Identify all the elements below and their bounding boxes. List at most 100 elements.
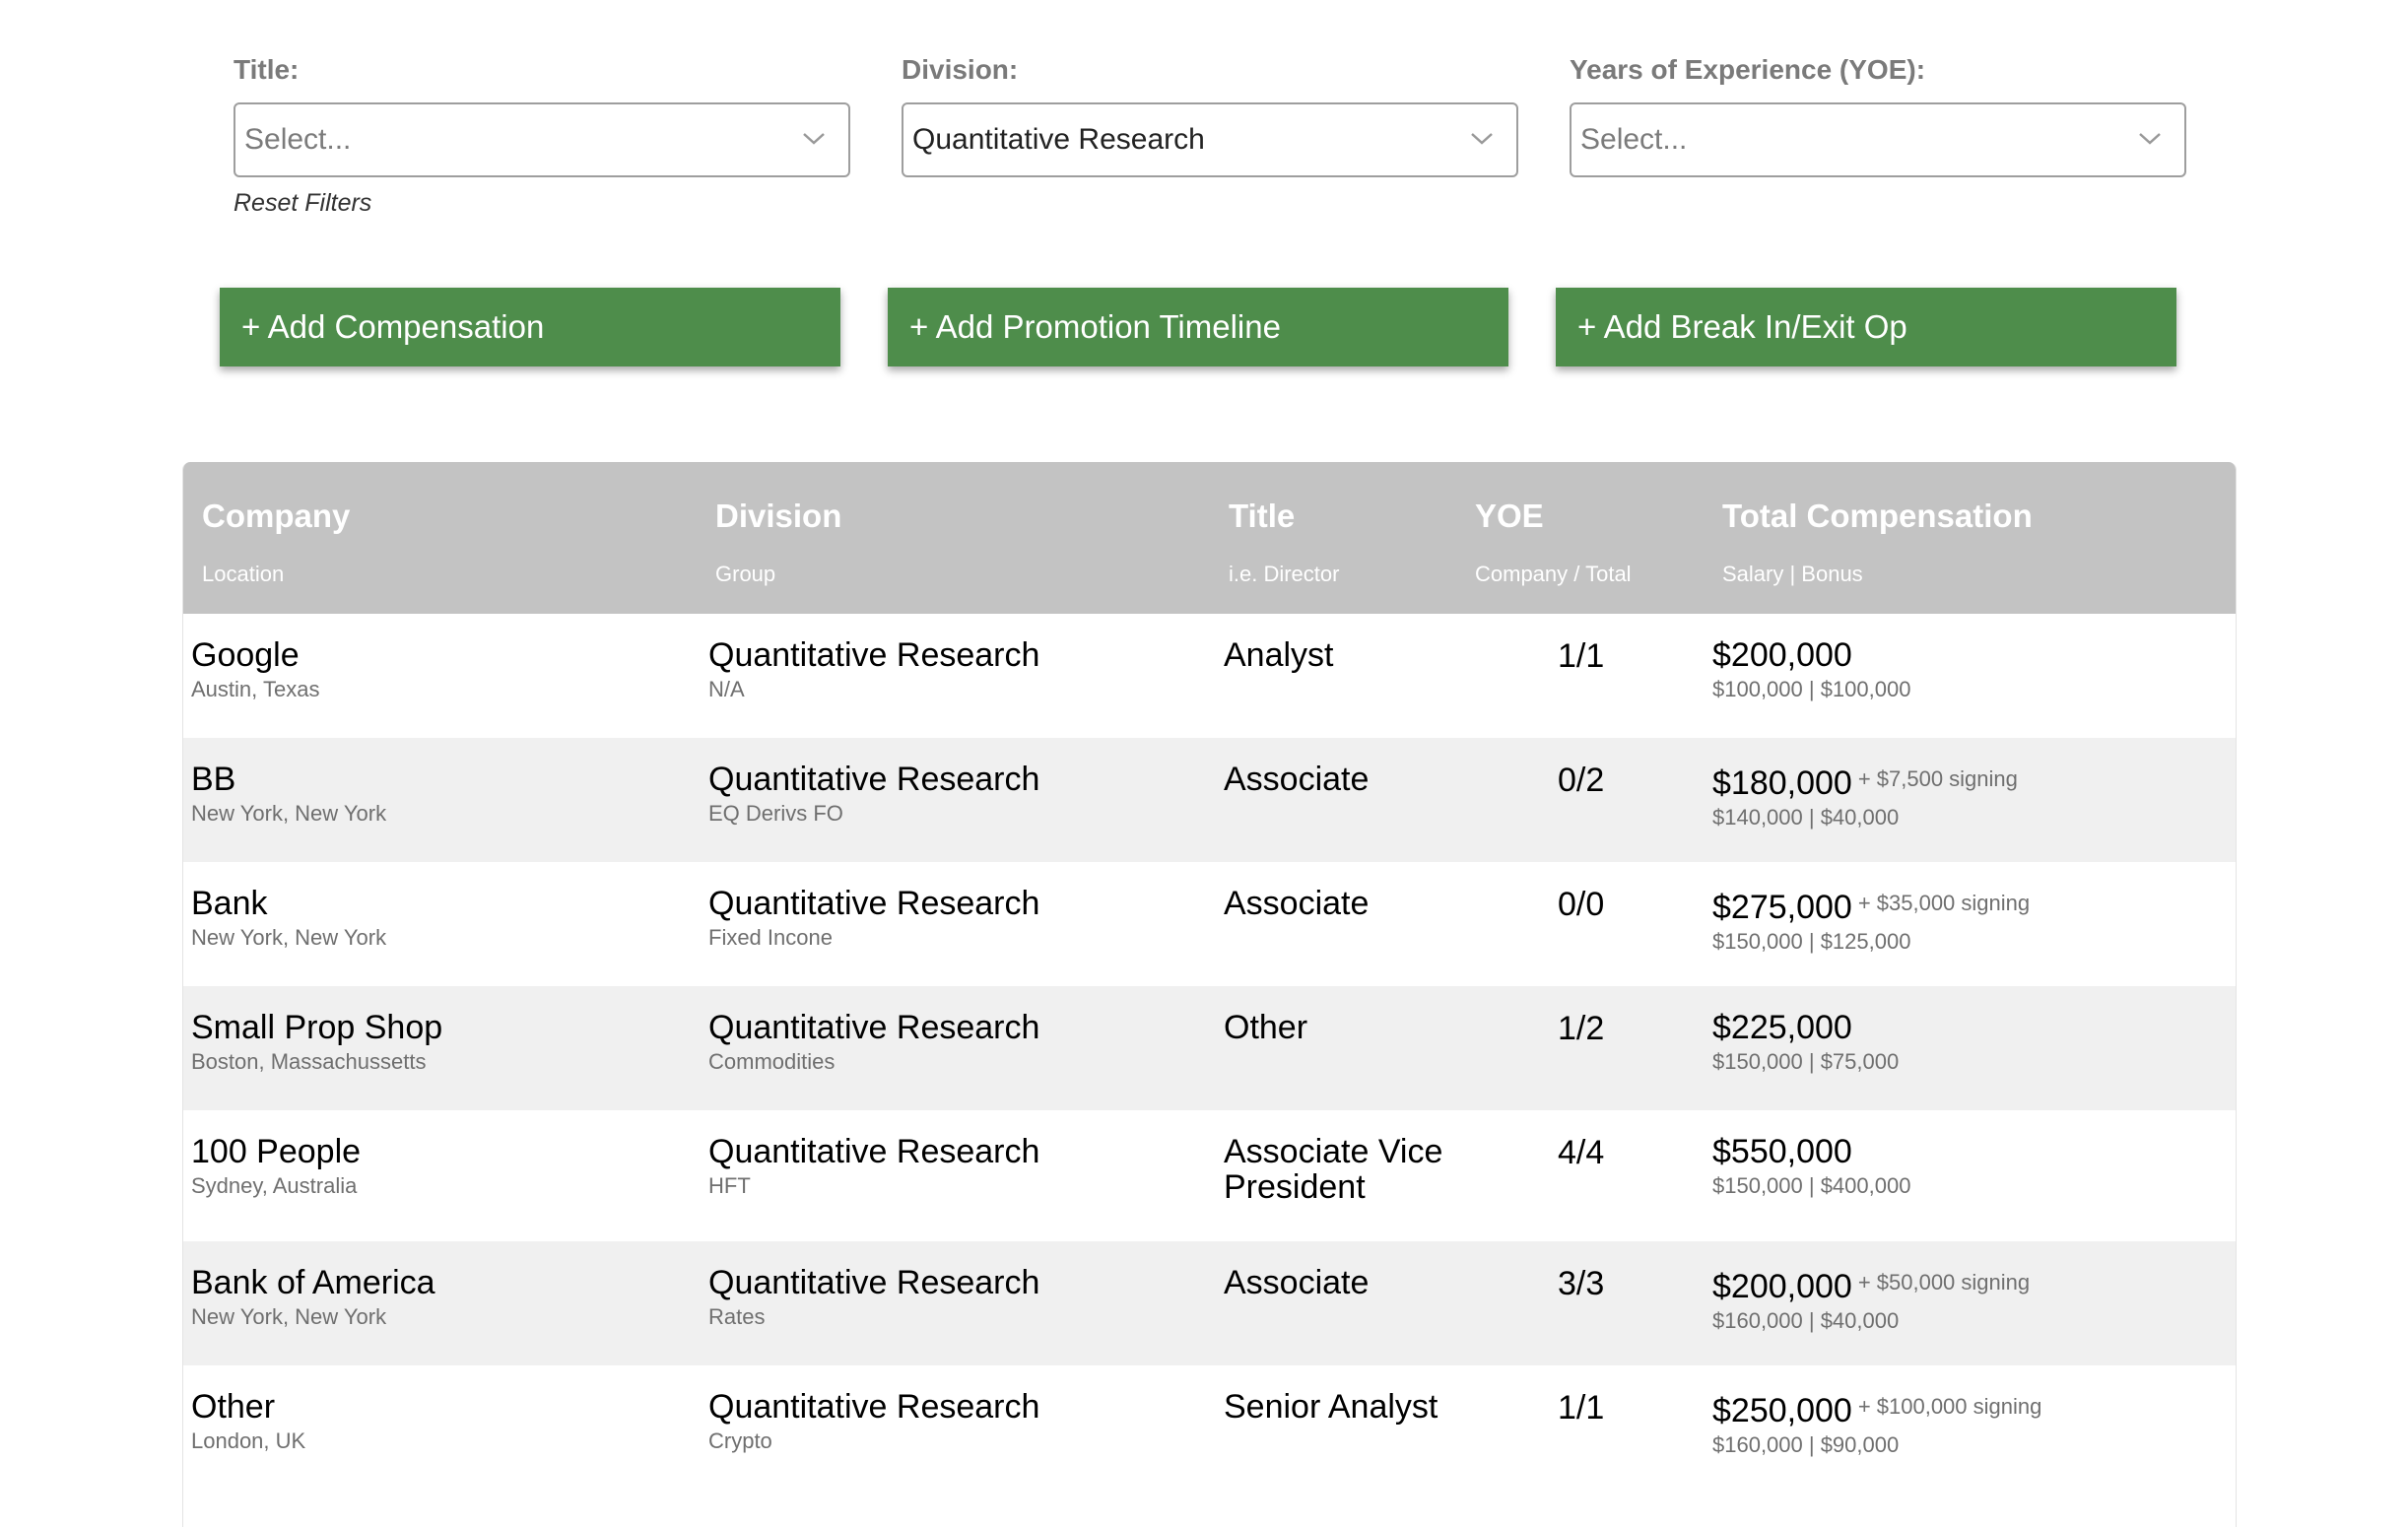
- comp-breakdown: $160,000 | $90,000: [1712, 1432, 1900, 1457]
- company-location: New York, New York: [191, 1304, 387, 1329]
- comp-breakdown: $160,000 | $40,000: [1712, 1308, 1900, 1333]
- header-title-title: Title: [1229, 498, 1296, 534]
- compensation-cell: $200,000 $100,000 | $100,000: [1712, 637, 1910, 702]
- add-compensation-button[interactable]: + Add Compensation: [220, 288, 840, 366]
- company-name: Bank of America: [191, 1264, 435, 1301]
- division-name: Quantitative Research: [708, 885, 1040, 922]
- title-cell: Analyst: [1224, 637, 1460, 673]
- company-cell: Bank of America New York, New York: [191, 1265, 435, 1330]
- title-select[interactable]: Select...: [234, 102, 850, 177]
- table-header: Company Location Division Group Title i.…: [183, 462, 2236, 614]
- comp-total-line: $180,000 + $7,500 signing: [1712, 762, 2018, 801]
- job-title: Senior Analyst: [1224, 1388, 1438, 1426]
- comp-breakdown: $140,000 | $40,000: [1712, 805, 1900, 830]
- division-cell: Quantitative Research N/A: [708, 637, 1039, 702]
- table-row[interactable]: Google Austin, Texas Quantitative Research…: [183, 614, 2236, 738]
- division-group: EQ Derivs FO: [708, 801, 843, 826]
- job-title: Analyst: [1224, 636, 1334, 674]
- title-cell: Associate: [1224, 762, 1460, 797]
- job-title: Associate Vice President: [1224, 1133, 1443, 1206]
- company-name: Other: [191, 1388, 276, 1426]
- chevron-down-icon: [2139, 133, 2161, 145]
- division-name: Quantitative Research: [708, 1133, 1040, 1170]
- comp-total: $275,000: [1712, 889, 1852, 926]
- title-filter: Title: Select... Reset Filters: [234, 53, 850, 218]
- company-cell: BB New York, New York: [191, 762, 386, 827]
- company-cell: Other London, UK: [191, 1389, 305, 1454]
- company-name: BB: [191, 761, 236, 798]
- add-promotion-timeline-button[interactable]: + Add Promotion Timeline: [888, 288, 1508, 366]
- division-group: Crypto: [708, 1428, 772, 1453]
- yoe-value: 4/4: [1558, 1134, 1605, 1171]
- yoe-value: 0/2: [1558, 762, 1605, 799]
- yoe-filter-label: Years of Experience (YOE):: [1570, 54, 1926, 85]
- header-division-title: Division: [715, 498, 842, 534]
- comp-total: $250,000: [1712, 1392, 1852, 1429]
- yoe-value: 1/1: [1558, 637, 1605, 675]
- comp-total: $225,000: [1712, 1009, 1852, 1046]
- yoe-value: 3/3: [1558, 1265, 1605, 1302]
- table-body: Google Austin, Texas Quantitative Research…: [183, 614, 2236, 1490]
- compensation-cell: $275,000 + $35,000 signing $150,000 | $125…: [1712, 886, 2030, 955]
- division-name: Quantitative Research: [708, 1264, 1040, 1301]
- company-location: New York, New York: [191, 801, 387, 826]
- title-cell: Other: [1224, 1010, 1460, 1045]
- comp-signing: + $50,000 signing: [1857, 1270, 2031, 1295]
- table-row[interactable]: Bank New York, New York Quantitative Resea…: [183, 862, 2236, 986]
- job-title: Other: [1224, 1009, 1308, 1046]
- add-break-in-exit-op-button[interactable]: + Add Break In/Exit Op: [1556, 288, 2176, 366]
- header-title-sub: i.e. Director: [1229, 562, 1340, 586]
- compensation-cell: $200,000 + $50,000 signing $160,000 | $40,…: [1712, 1265, 2030, 1334]
- table-row[interactable]: 100 People Sydney, Australia Quantitative …: [183, 1110, 2236, 1241]
- yoe-select[interactable]: Select...: [1570, 102, 2186, 177]
- comp-total: $200,000: [1712, 1268, 1852, 1305]
- compensation-cell: $225,000 $150,000 | $75,000: [1712, 1010, 1899, 1075]
- comp-signing: + $35,000 signing: [1857, 891, 2031, 915]
- comp-total-line: $200,000 + $50,000 signing: [1712, 1265, 2030, 1304]
- company-cell: Small Prop Shop Boston, Massachussetts: [191, 1010, 442, 1075]
- company-name: Google: [191, 636, 300, 674]
- company-cell: Bank New York, New York: [191, 886, 386, 951]
- comp-total-line: $275,000 + $35,000 signing: [1712, 886, 2030, 925]
- division-group: HFT: [708, 1173, 751, 1198]
- company-name: Bank: [191, 885, 268, 922]
- division-name: Quantitative Research: [708, 1009, 1040, 1046]
- table-row[interactable]: Other London, UK Quantitative Research Cryp…: [183, 1365, 2236, 1490]
- title-cell: Associate Vice President: [1224, 1134, 1460, 1205]
- compensation-cell: $250,000 + $100,000 signing $160,000 | $90…: [1712, 1389, 2041, 1458]
- comp-breakdown: $150,000 | $400,000: [1712, 1173, 1911, 1198]
- comp-signing: + $100,000 signing: [1857, 1394, 2042, 1419]
- header-company-title: Company: [202, 498, 351, 534]
- comp-total: $550,000: [1712, 1133, 1852, 1170]
- title-cell: Associate: [1224, 886, 1460, 921]
- table-row[interactable]: Small Prop Shop Boston, Massachussetts Qua…: [183, 986, 2236, 1110]
- division-group: Rates: [708, 1304, 766, 1329]
- division-name: Quantitative Research: [708, 636, 1040, 674]
- compensation-table: Company Location Division Group Title i.…: [182, 462, 2237, 1527]
- division-cell: Quantitative Research EQ Derivs FO: [708, 762, 1039, 827]
- company-name: 100 People: [191, 1133, 362, 1170]
- table-row[interactable]: BB New York, New York Quantitative Researc…: [183, 738, 2236, 862]
- company-location: Sydney, Australia: [191, 1173, 358, 1198]
- header-yoe-title: YOE: [1475, 498, 1544, 534]
- division-name: Quantitative Research: [708, 761, 1040, 798]
- reset-filters-link[interactable]: Reset Filters: [234, 189, 372, 217]
- division-select[interactable]: Quantitative Research: [902, 102, 1518, 177]
- title-select-placeholder: Select...: [244, 123, 352, 156]
- company-location: Austin, Texas: [191, 677, 320, 701]
- header-division-sub: Group: [715, 562, 776, 586]
- table-row[interactable]: Bank of America New York, New York Quantit…: [183, 1241, 2236, 1365]
- comp-total: $200,000: [1712, 636, 1852, 674]
- division-filter-label: Division:: [902, 54, 1019, 85]
- header-yoe-sub: Company / Total: [1475, 562, 1632, 586]
- compensation-cell: $550,000 $150,000 | $400,000: [1712, 1134, 1910, 1199]
- division-group: Commodities: [708, 1049, 836, 1074]
- comp-total-line: $225,000: [1712, 1010, 1899, 1045]
- header-company-sub: Location: [202, 562, 285, 586]
- division-cell: Quantitative Research Crypto: [708, 1389, 1039, 1454]
- division-select-value: Quantitative Research: [912, 123, 1205, 156]
- comp-signing: + $7,500 signing: [1857, 766, 2018, 791]
- division-cell: Quantitative Research Fixed Incone: [708, 886, 1039, 951]
- division-cell: Quantitative Research Commodities: [708, 1010, 1039, 1075]
